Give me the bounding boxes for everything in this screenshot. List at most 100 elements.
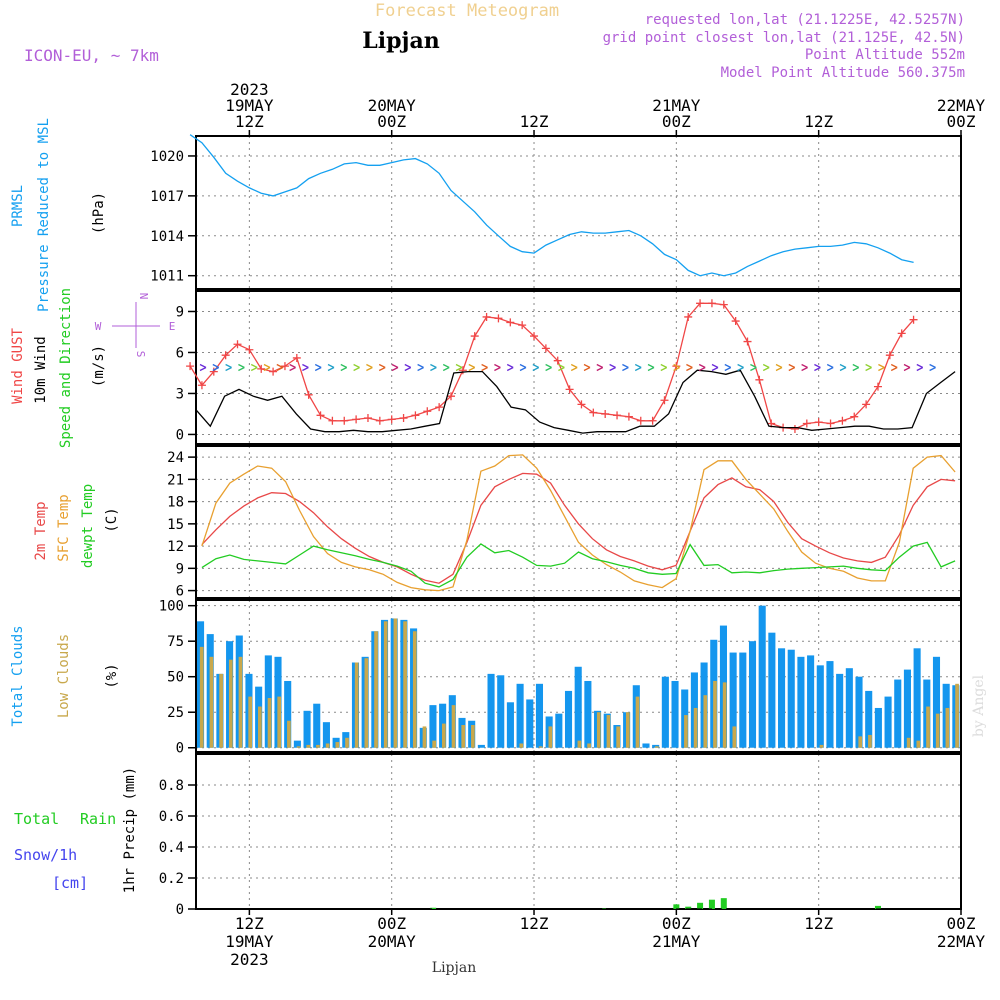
low-cloud-bar [248, 696, 253, 748]
precip-ytick-label: 0.4 [159, 840, 184, 856]
low-cloud-bar [451, 705, 456, 748]
top-time-label: 00Z [377, 112, 406, 131]
precip-ytick-label: 0.2 [159, 871, 184, 887]
low-cloud-bar [684, 715, 688, 748]
clouds-label-unit: (%) [104, 663, 120, 688]
wind-ytick-label: 9 [176, 304, 184, 320]
low-cloud-bar [693, 707, 698, 748]
wind-direction-arrow [366, 363, 373, 372]
wind-direction-arrow [327, 363, 335, 372]
gust-marker [660, 396, 669, 405]
low-cloud-bar [441, 723, 446, 748]
wind-direction-arrow [814, 363, 821, 372]
low-cloud-bar [538, 746, 543, 748]
wind-direction-arrow [276, 363, 284, 372]
pressure-label-msl: Pressure Reduced to MSL [36, 118, 52, 312]
top-time-label: 21MAY [652, 96, 701, 115]
bottom-time-label: 21MAY [652, 932, 701, 951]
low-cloud-bar [471, 725, 475, 748]
total-cloud-bar [661, 676, 669, 748]
model-label: ICON-EU, ~ 7km [24, 46, 159, 65]
wind-direction-arrow [391, 363, 399, 372]
pressure-ytick-label: 1017 [150, 189, 184, 205]
wind-direction-arrow [596, 363, 604, 372]
pressure-ytick-label: 1011 [150, 269, 184, 285]
low-cloud-bar [296, 746, 301, 748]
low-cloud-bar [945, 707, 950, 748]
low-cloud-bar [354, 662, 359, 748]
bottom-time-label: 20MAY [368, 932, 417, 951]
top-time-label: 2023 [230, 80, 269, 99]
main-title: Forecast Meteogram [375, 1, 559, 21]
wind-direction-arrow [225, 363, 232, 372]
low-cloud-bar [916, 740, 921, 748]
total-cloud-bar [477, 744, 485, 748]
rain-bar [430, 907, 437, 909]
total-cloud-bar [768, 632, 776, 748]
wind-direction-arrow [570, 363, 578, 372]
total-cloud-bar [574, 666, 582, 748]
temperature-ytick-label: 9 [176, 561, 184, 577]
gust-marker [186, 362, 195, 371]
wind-direction-arrow [801, 363, 808, 372]
total-cloud-bar [671, 680, 679, 748]
low-cloud-bar [935, 713, 940, 748]
gust-marker [648, 416, 657, 425]
gust-marker [233, 340, 242, 349]
precip-label-cm: [cm] [52, 874, 88, 892]
temp-label-2m: 2m Temp [33, 501, 49, 560]
low-cloud-bar [209, 656, 214, 748]
low-cloud-bar [596, 712, 601, 748]
total-cloud-bar [884, 696, 892, 748]
info-line-requested: requested lon,lat (21.1225E, 42.5257N) [645, 12, 965, 28]
total-cloud-bar [865, 690, 873, 748]
gust-marker [447, 392, 455, 401]
wind-direction-arrow [302, 363, 309, 372]
total-cloud-bar [836, 673, 844, 748]
clouds-panel-frame [195, 599, 962, 753]
info-line-grid: grid point closest lon,lat (21.125E, 42.… [603, 30, 965, 46]
total-cloud-bar [894, 679, 902, 748]
gust-marker [316, 411, 325, 420]
wind-direction-arrow [442, 363, 450, 372]
gust-marker [814, 418, 823, 427]
temp-label-dewpt: dewpt Temp [80, 484, 96, 568]
bottom-time-label: 22MAY [937, 932, 986, 951]
gust-marker [363, 414, 372, 423]
gust-marker [541, 344, 550, 353]
wind-direction-arrow [647, 363, 655, 372]
clouds-ytick-label: 0 [176, 741, 184, 757]
total-cloud-bar [555, 713, 563, 748]
total-cloud-bar [284, 680, 292, 748]
wind-direction-arrow [468, 363, 476, 372]
precip-label-total: Total [14, 810, 59, 828]
clouds-ytick-label: 75 [167, 634, 184, 650]
low-cloud-bar [267, 698, 272, 748]
gust-marker [435, 403, 444, 412]
bottom-time-label: 19MAY [225, 932, 274, 951]
wind-direction-arrow [545, 363, 552, 372]
low-cloud-bar [258, 706, 262, 748]
total-cloud-bar [797, 656, 805, 748]
low-cloud-bar [199, 646, 204, 748]
wind-direction-arrow [340, 363, 348, 372]
gust-marker [897, 329, 906, 338]
gust-marker [565, 385, 574, 394]
wind-line [195, 369, 956, 434]
total-cloud-bar [778, 648, 786, 748]
total-cloud-bar [535, 683, 544, 748]
gust-marker [885, 351, 894, 360]
total-cloud-bar [313, 703, 321, 748]
total-cloud-bar [874, 707, 882, 748]
compass-south-label: S [134, 351, 147, 358]
gust-marker [790, 424, 799, 433]
wind-direction-arrow [878, 363, 885, 372]
gust-marker [292, 353, 301, 362]
wind-direction-arrow [890, 363, 898, 372]
top-time-label: 12Z [520, 112, 549, 131]
low-cloud-bar [364, 658, 369, 748]
gust-marker [589, 408, 598, 417]
gust-marker [909, 315, 918, 324]
wind-direction-arrow [263, 363, 271, 372]
total-cloud-bar [322, 722, 330, 748]
